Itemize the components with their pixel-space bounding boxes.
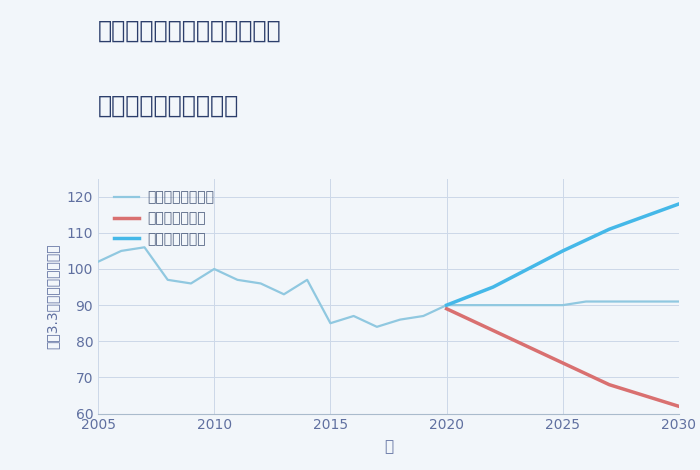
ノーマルシナリオ xyxy=(372,324,381,329)
グッドシナリオ xyxy=(559,248,567,254)
Y-axis label: 坪（3.3㎡）単価（万円）: 坪（3.3㎡）単価（万円） xyxy=(46,243,60,349)
バッドシナリオ xyxy=(675,404,683,409)
ノーマルシナリオ xyxy=(582,299,590,305)
X-axis label: 年: 年 xyxy=(384,439,393,454)
バッドシナリオ xyxy=(442,306,451,312)
ノーマルシナリオ xyxy=(466,302,474,308)
グッドシナリオ xyxy=(442,302,451,308)
ノーマルシナリオ xyxy=(629,299,637,305)
ノーマルシナリオ xyxy=(489,302,497,308)
ノーマルシナリオ xyxy=(349,313,358,319)
ノーマルシナリオ xyxy=(303,277,312,282)
グッドシナリオ xyxy=(675,201,683,207)
Line: グッドシナリオ: グッドシナリオ xyxy=(447,204,679,305)
ノーマルシナリオ xyxy=(94,259,102,265)
Legend: ノーマルシナリオ, バッドシナリオ, グッドシナリオ: ノーマルシナリオ, バッドシナリオ, グッドシナリオ xyxy=(111,188,216,250)
ノーマルシナリオ xyxy=(559,302,567,308)
ノーマルシナリオ xyxy=(256,281,265,286)
バッドシナリオ xyxy=(489,328,497,333)
ノーマルシナリオ xyxy=(442,302,451,308)
バッドシナリオ xyxy=(559,360,567,366)
ノーマルシナリオ xyxy=(652,299,660,305)
ノーマルシナリオ xyxy=(210,266,218,272)
Line: ノーマルシナリオ: ノーマルシナリオ xyxy=(98,247,679,327)
ノーマルシナリオ xyxy=(164,277,172,282)
ノーマルシナリオ xyxy=(536,302,544,308)
バッドシナリオ xyxy=(605,382,613,387)
ノーマルシナリオ xyxy=(140,244,148,250)
Line: バッドシナリオ: バッドシナリオ xyxy=(447,309,679,407)
ノーマルシナリオ xyxy=(675,299,683,305)
ノーマルシナリオ xyxy=(117,248,125,254)
ノーマルシナリオ xyxy=(187,281,195,286)
ノーマルシナリオ xyxy=(605,299,613,305)
ノーマルシナリオ xyxy=(396,317,405,322)
Text: 中古戸建ての価格推移: 中古戸建ての価格推移 xyxy=(98,94,239,118)
Text: 兵庫県神戸市長田区一番町の: 兵庫県神戸市長田区一番町の xyxy=(98,19,281,43)
ノーマルシナリオ xyxy=(326,321,335,326)
ノーマルシナリオ xyxy=(233,277,242,282)
グッドシナリオ xyxy=(489,284,497,290)
ノーマルシナリオ xyxy=(512,302,521,308)
ノーマルシナリオ xyxy=(280,291,288,297)
ノーマルシナリオ xyxy=(419,313,428,319)
グッドシナリオ xyxy=(605,227,613,232)
